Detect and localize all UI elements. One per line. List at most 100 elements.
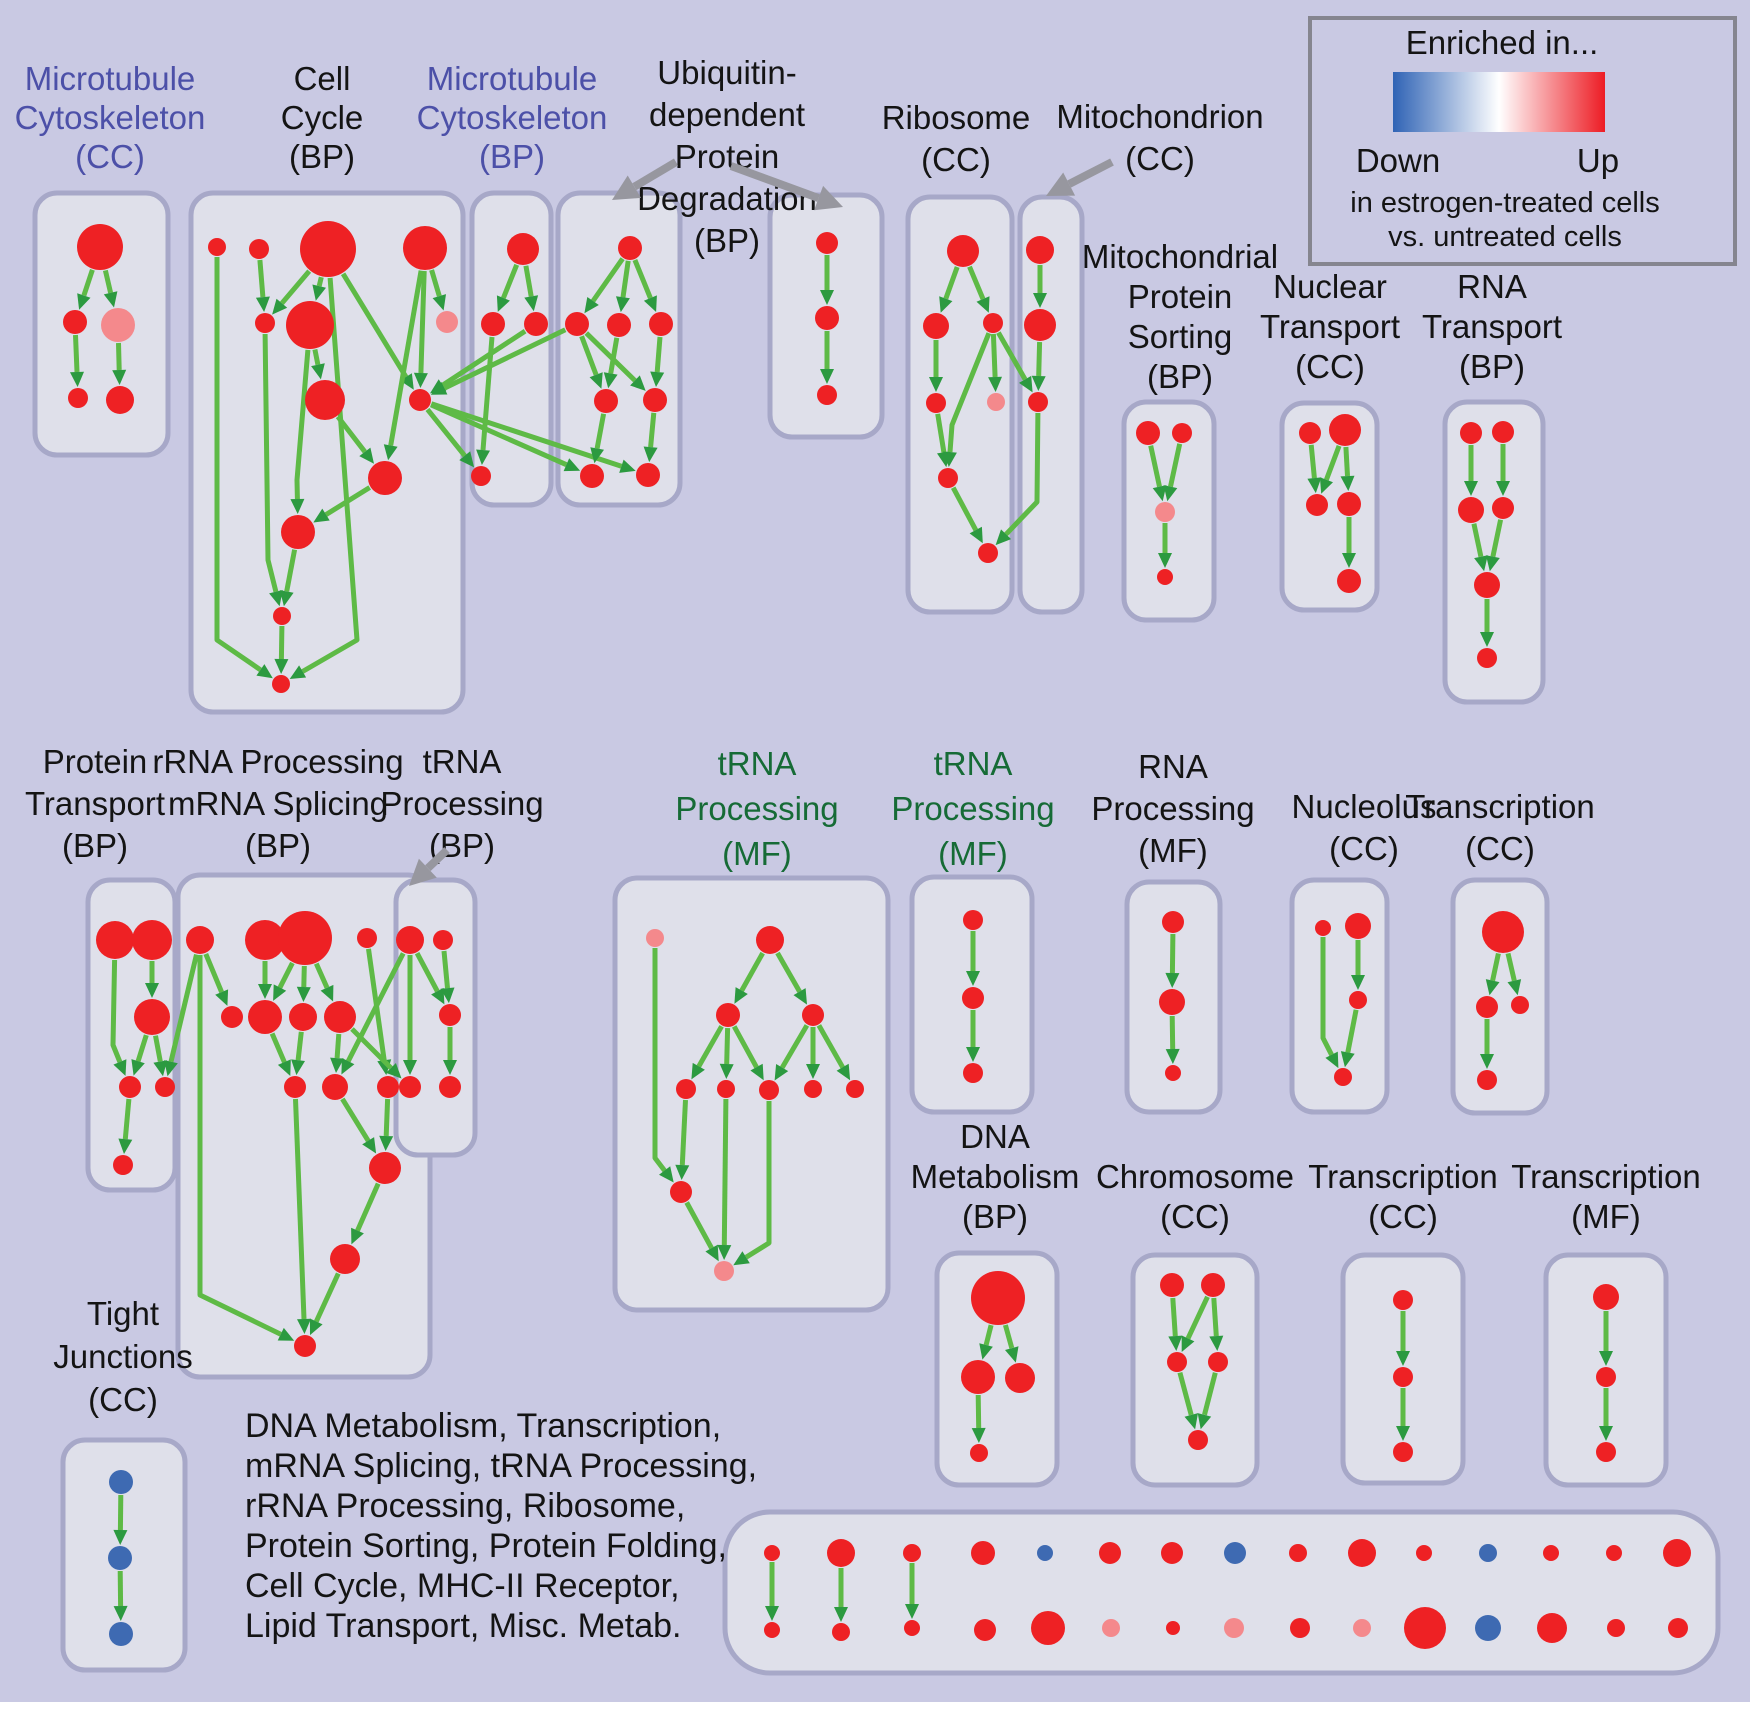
cluster-label-ubiq-line-1: dependent <box>649 96 805 133</box>
edge-s1-s3-head <box>1152 485 1167 502</box>
edge-p3-p5-shaft <box>153 1035 163 1062</box>
edge-f1-f2-head <box>1485 979 1500 996</box>
go-node-mt1 <box>1026 236 1054 264</box>
go-node-c11 <box>281 515 315 549</box>
misc-text-line-0: DNA Metabolism, Transcription, <box>245 1407 721 1445</box>
edge-g2-g5-head <box>719 1063 734 1079</box>
cluster-label-cellCycle-line-1: Cycle <box>281 99 364 136</box>
edge-rrB-rrC-shaft <box>314 1272 341 1323</box>
edge-k1-k3-shaft <box>1170 1297 1178 1337</box>
go-node-rr7 <box>289 1003 317 1031</box>
go-node-g0 <box>646 929 664 947</box>
go-node-ub1 <box>580 464 604 488</box>
cluster-label-tightJunc-line-2: (CC) <box>88 1381 158 1418</box>
go-node-rr6 <box>248 1000 282 1034</box>
edge-k3-k5-head <box>1184 1413 1198 1430</box>
edge-c3-c5-shaft <box>279 269 312 305</box>
go-node-bb14 <box>1607 1619 1625 1637</box>
edge-q3-q5-shaft <box>1471 523 1484 558</box>
edge-c6-c11-shaft <box>294 349 311 500</box>
go-node-c4 <box>403 226 447 270</box>
edge-rr3-rr8-shaft <box>314 962 330 989</box>
edge-e2-e3-head <box>1351 975 1365 990</box>
edge-n1-n3-shaft <box>1308 444 1317 479</box>
go-node-q4 <box>1492 497 1514 519</box>
edge-rr3-rr8-head <box>320 984 334 1002</box>
go-node-c10 <box>368 461 402 495</box>
go-node-c12 <box>273 607 291 625</box>
edge-g2-g6-head <box>750 1063 764 1081</box>
go-node-bt14 <box>1606 1545 1622 1561</box>
go-node-r2 <box>923 313 949 339</box>
edge-g2-g4-head <box>691 1062 705 1080</box>
edge-rr3-rr6-shaft <box>277 961 295 989</box>
go-node-c3 <box>300 221 356 277</box>
go-node-bb7 <box>1166 1621 1180 1635</box>
go-node-w3 <box>1165 1065 1181 1081</box>
go-node-a1 <box>77 224 123 270</box>
edge-u0-u3-shaft <box>632 259 653 300</box>
go-node-h1 <box>963 910 983 930</box>
go-node-c2 <box>249 239 269 259</box>
go-node-r5 <box>987 393 1005 411</box>
cluster-label-trnaBP-line-1: Processing <box>380 785 543 822</box>
go-node-n1 <box>1299 422 1321 444</box>
edge-g2-g4-shaft <box>696 1025 724 1068</box>
edge-rr8-rr10-head <box>330 1057 344 1073</box>
go-node-u0 <box>618 236 642 260</box>
go-node-bt7 <box>1161 1542 1183 1564</box>
edge-e1-e4-head <box>1325 1051 1339 1069</box>
misc-text-line-3: Protein Sorting, Protein Folding, <box>245 1527 727 1565</box>
edge-c3-c5-head <box>272 298 288 315</box>
edge-p3-p4-shaft <box>135 1034 149 1062</box>
go-node-p6 <box>113 1155 133 1175</box>
edge-p2-p3-head <box>145 983 159 998</box>
go-node-tb1 <box>396 926 424 954</box>
edge-mb3-c9-shaft <box>441 329 527 388</box>
edge-f2-f4-head <box>1480 1054 1494 1069</box>
go-node-bt15 <box>1663 1539 1691 1567</box>
edge-r2-r4-head <box>929 377 943 392</box>
edge-rrA-rrB-shaft <box>355 1182 381 1232</box>
edge-g3-g8-head <box>836 1063 851 1081</box>
go-node-j1 <box>109 1470 133 1494</box>
edge-w1-w2-shaft <box>1169 933 1176 974</box>
go-node-c9 <box>409 389 431 411</box>
edge-u1-um2-head <box>630 375 646 391</box>
gray-pointer-arrow-2-shaft <box>1067 158 1114 188</box>
cluster-label-rnaProc-line-0: RNA <box>1138 748 1208 785</box>
edge-r3-r5-head <box>988 376 1002 392</box>
edge-g3-g6-shaft <box>780 1024 810 1069</box>
misc-text-line-2: rRNA Processing, Ribosome, <box>245 1487 685 1525</box>
edge-u0-u2-shaft <box>620 260 631 298</box>
edge-u0-u2-head <box>616 296 630 313</box>
edge-c10-c11-head <box>313 508 330 523</box>
edge-c3-c13-head <box>289 665 307 679</box>
edge-d2-d4-head <box>971 1427 986 1443</box>
edge-tb2-tbm-shaft <box>441 950 450 989</box>
cluster-label-nucTrans-line-0: Nuclear <box>1273 268 1387 305</box>
go-node-a2 <box>63 310 87 334</box>
edge-r3-r6-head <box>943 451 957 467</box>
go-node-a5 <box>106 386 134 414</box>
cluster-label-ribosome-line-0: Ribosome <box>882 99 1031 136</box>
go-node-mb1 <box>507 233 539 265</box>
edge-rr10-rrA-shaft <box>340 1097 371 1143</box>
cluster-label-cellCycle-line-2: (BP) <box>289 138 355 175</box>
edge-e3-e4-shaft <box>1345 1009 1359 1053</box>
edge-q4-q5-head <box>1486 555 1500 572</box>
edge-u3-um2-shaft <box>654 336 663 373</box>
edge-w2-w3-shaft <box>1169 1015 1176 1050</box>
cluster-label-transCC3-line-1: (CC) <box>1368 1198 1438 1235</box>
cluster-box-mito <box>1017 194 1085 615</box>
go-node-p3 <box>134 999 170 1035</box>
edge-q4-q5-shaft <box>1490 519 1504 558</box>
edge-g6-g10-head <box>733 1251 750 1266</box>
legend-box <box>1308 16 1737 266</box>
edge-u0-u1-shaft <box>590 257 625 303</box>
go-node-rr11 <box>377 1076 399 1098</box>
legend-subtitle-1: in estrogen-treated cells <box>1350 187 1660 219</box>
cluster-label-trnaMF2-line-0: tRNA <box>934 745 1013 782</box>
edge-mt1-mt2-head <box>1033 293 1047 308</box>
edge-c1-c13-head <box>256 664 273 679</box>
